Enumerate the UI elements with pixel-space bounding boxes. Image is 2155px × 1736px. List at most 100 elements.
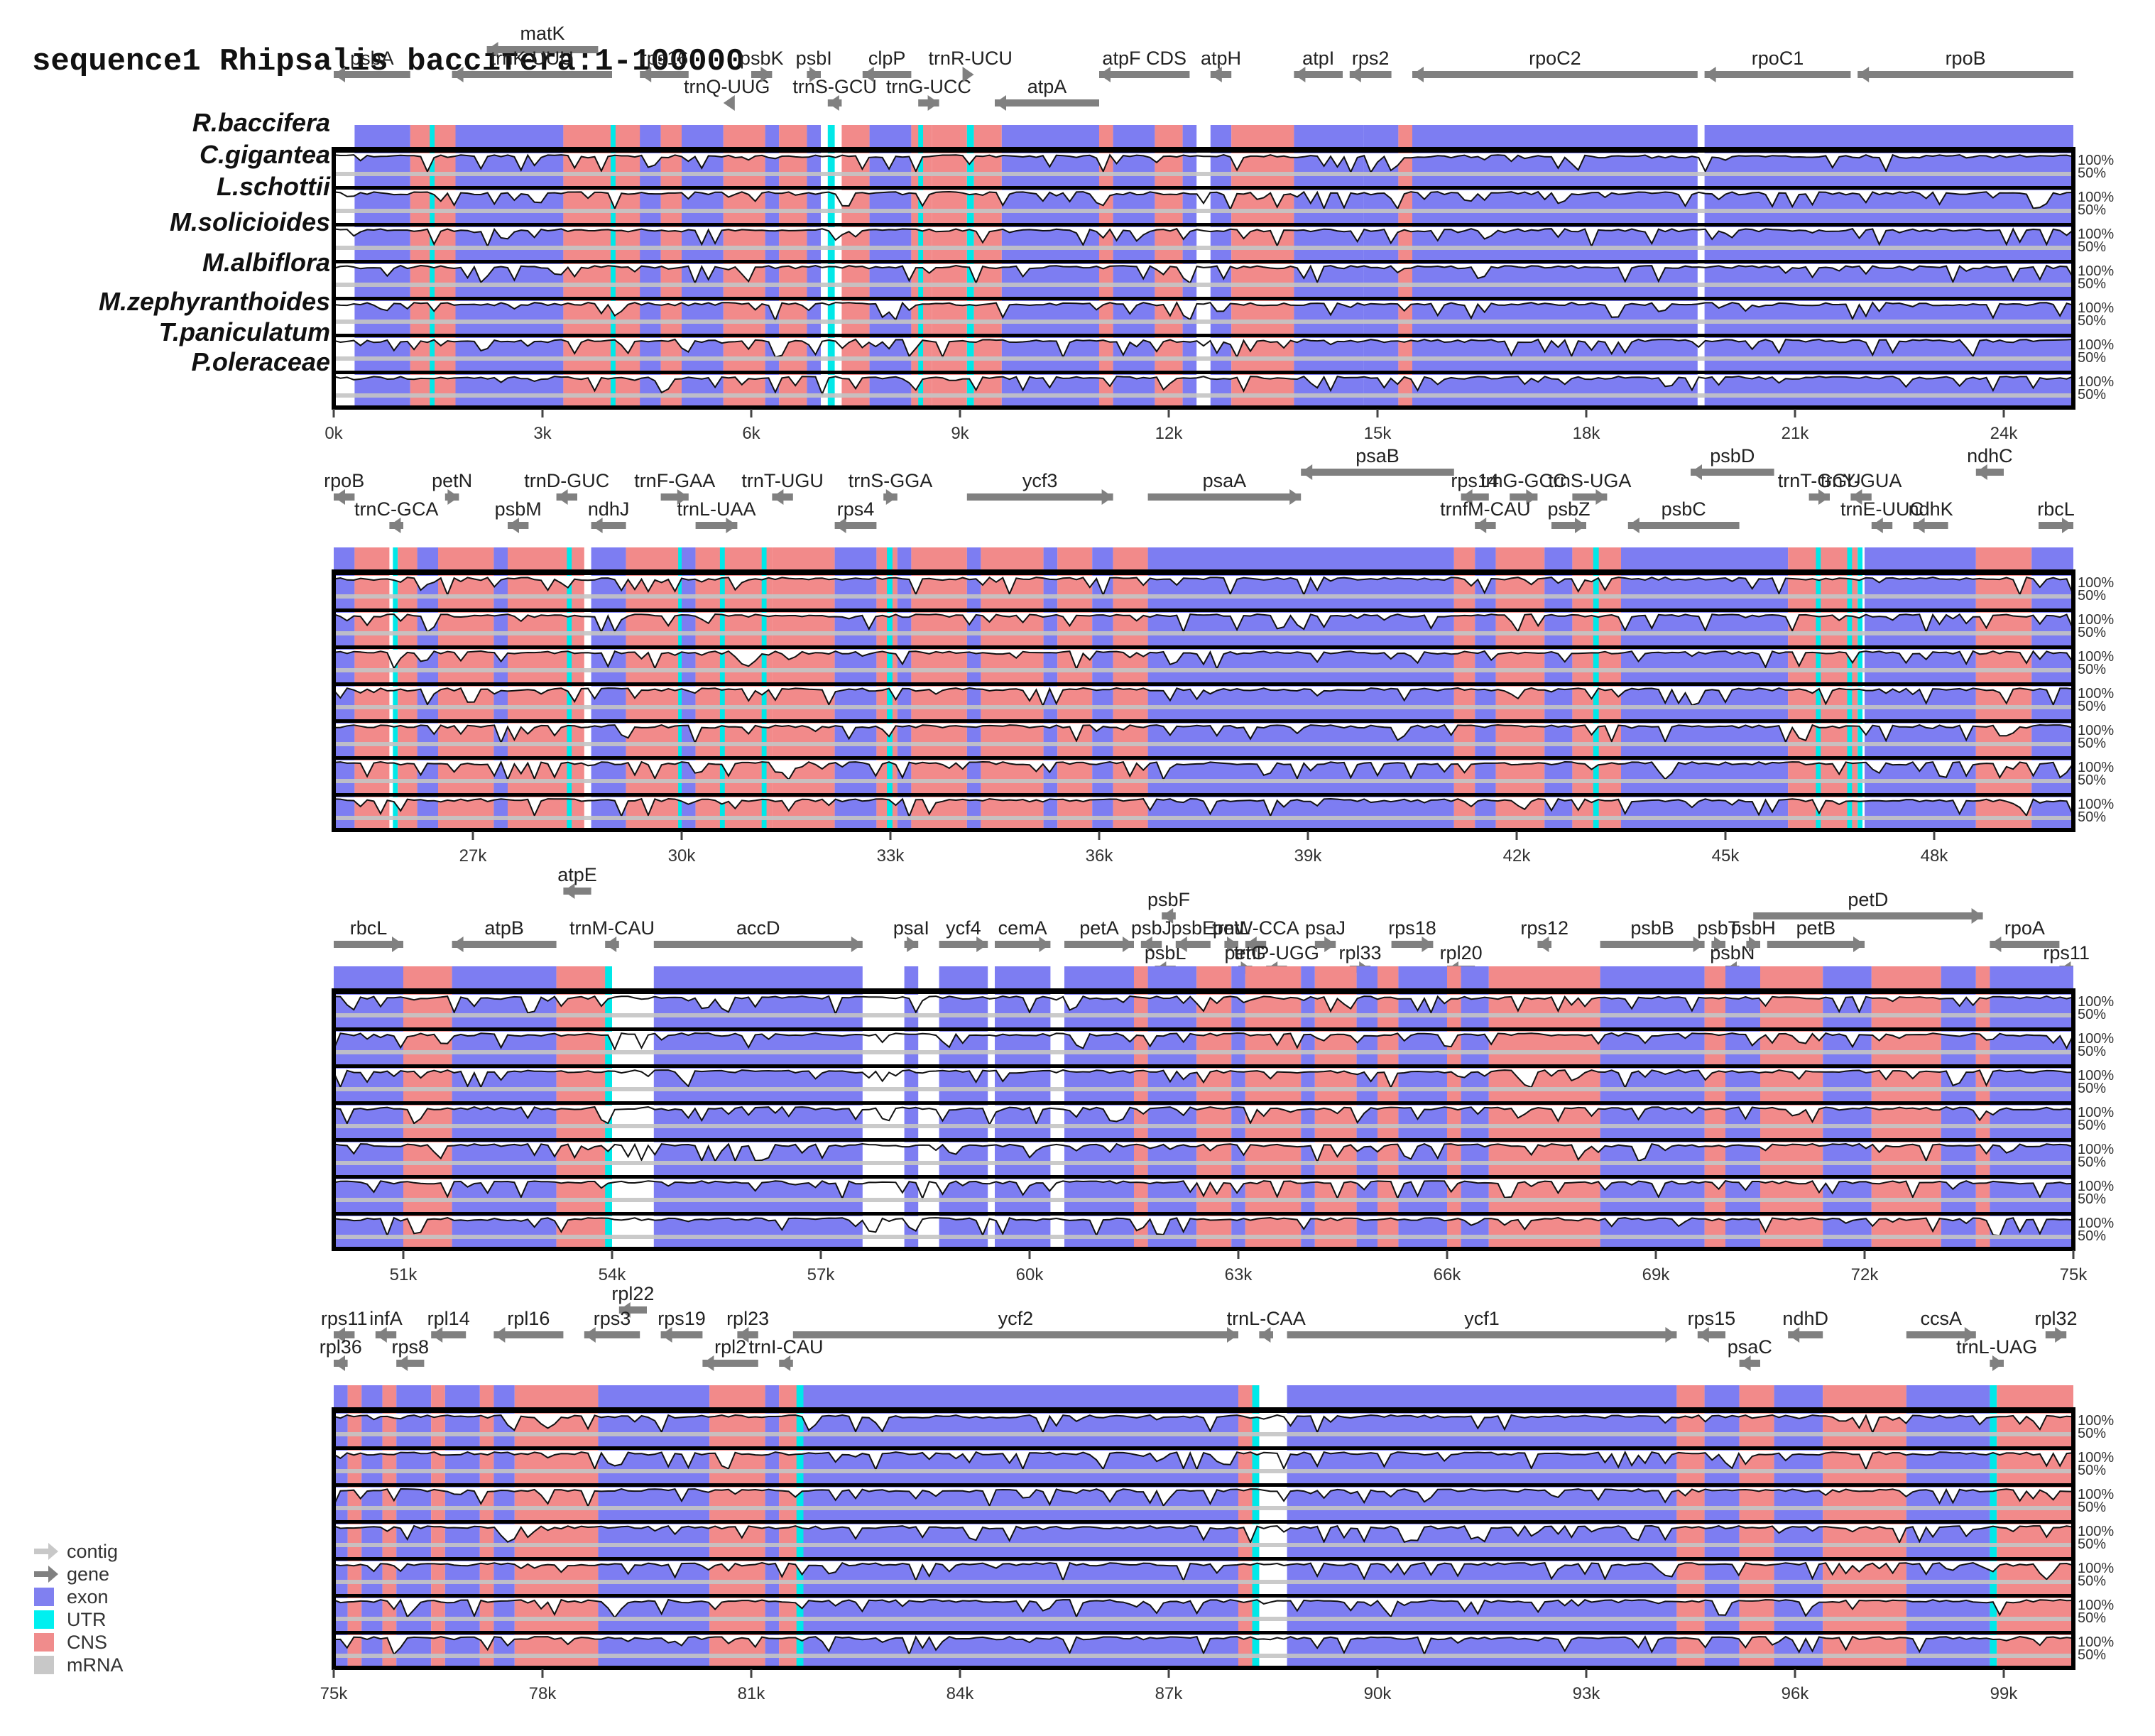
gene-petD: petD bbox=[1753, 889, 1983, 924]
pct-top-label: 100% bbox=[2078, 226, 2114, 242]
pct-top-label: 100% bbox=[2078, 190, 2114, 205]
pct-top-label: 100% bbox=[2078, 1179, 2114, 1194]
feature-cns bbox=[563, 125, 647, 149]
feature-column bbox=[1975, 990, 1990, 1249]
gene-ycf3: ycf3 bbox=[966, 470, 1113, 505]
feature-exon bbox=[1147, 547, 1454, 572]
feature-cns bbox=[1676, 1385, 1705, 1409]
feature-utr bbox=[918, 125, 924, 149]
feature-cns bbox=[1488, 966, 1600, 990]
pct-bottom-label: 50% bbox=[2078, 1463, 2106, 1478]
pct-top-label: 100% bbox=[2078, 374, 2114, 390]
feature-cns bbox=[1057, 547, 1093, 572]
pct-bottom-label: 50% bbox=[2078, 387, 2106, 403]
gene-label: trnD-GUC bbox=[524, 470, 609, 491]
pct-bottom-label: 50% bbox=[2078, 1007, 2106, 1022]
gene-label: rpl14 bbox=[427, 1308, 470, 1329]
x-tick-label: 33k bbox=[877, 846, 905, 866]
panel-frame bbox=[332, 569, 2075, 832]
gene-label: petA bbox=[1079, 917, 1119, 939]
gene-atpE: atpE bbox=[557, 864, 597, 899]
feature-exon bbox=[1294, 125, 1364, 149]
row-separator bbox=[334, 793, 2073, 797]
species-row: 100%50% bbox=[333, 1064, 2114, 1096]
contig-line bbox=[334, 631, 2073, 635]
species-row: 100%50% bbox=[333, 1212, 2114, 1244]
feature-exon bbox=[591, 547, 626, 572]
gene-atpF CDS: atpF CDS bbox=[1099, 48, 1190, 82]
feature-column bbox=[966, 572, 981, 830]
feature-exon bbox=[1043, 547, 1058, 572]
gene-label: atpE bbox=[557, 864, 597, 885]
feature-cns bbox=[438, 547, 494, 572]
feature-exon bbox=[1774, 1385, 1823, 1409]
species-row: 100%50% bbox=[333, 1101, 2114, 1133]
gene-label: psbE bbox=[1172, 917, 1216, 939]
feature-exon bbox=[939, 966, 988, 990]
contig-line bbox=[334, 1050, 2073, 1054]
x-tick-label: 78k bbox=[529, 1684, 557, 1703]
gene-label: ndhD bbox=[1782, 1308, 1828, 1329]
feature-column bbox=[479, 1409, 494, 1668]
x-tick-label: 87k bbox=[1155, 1684, 1184, 1703]
pct-bottom-label: 50% bbox=[2078, 1154, 2106, 1170]
feature-utr bbox=[827, 125, 835, 149]
gene-label: rpl33 bbox=[1338, 942, 1381, 963]
legend-item-mRNA: mRNA bbox=[34, 1654, 124, 1676]
gene-psbI: psbI bbox=[796, 48, 832, 82]
gene-label: rpl32 bbox=[2034, 1308, 2077, 1329]
feature-cns bbox=[1823, 1385, 1906, 1409]
gene-ndhD: ndhD bbox=[1782, 1308, 1828, 1343]
x-tick-label: 54k bbox=[599, 1265, 627, 1284]
feature-exon bbox=[1941, 966, 1976, 990]
x-tick-label: 51k bbox=[390, 1265, 418, 1284]
contig-line bbox=[334, 1506, 2073, 1510]
feature-utr bbox=[567, 547, 572, 572]
pct-bottom-label: 50% bbox=[2078, 662, 2106, 677]
contig-line bbox=[334, 172, 2073, 176]
row-separator bbox=[334, 1138, 2073, 1142]
conservation-curve bbox=[333, 797, 2074, 819]
contig-line bbox=[334, 1617, 2073, 1621]
gene-label: rpl20 bbox=[1440, 942, 1483, 963]
panel-1: psbA matK trnK-UUU rps16 trnQ-UUG psbK psbI trn… bbox=[324, 23, 2114, 443]
conservation-curve bbox=[333, 1561, 2074, 1583]
row-separator bbox=[334, 1520, 2073, 1524]
species-row: 100%50% bbox=[333, 608, 2114, 640]
feature-exon bbox=[1704, 125, 2073, 149]
pct-bottom-label: 50% bbox=[2078, 1044, 2106, 1059]
x-tick-label: 63k bbox=[1225, 1265, 1253, 1284]
species-row: 100%50% bbox=[333, 260, 2114, 292]
gene-label: psbZ bbox=[1547, 498, 1590, 520]
gene-label: trnF-GAA bbox=[634, 470, 715, 491]
species-row: 100%50% bbox=[333, 756, 2114, 788]
gene-petA: petA bbox=[1064, 917, 1134, 952]
row-separator bbox=[334, 334, 2073, 337]
gene-label: atpI bbox=[1302, 48, 1334, 69]
feature-cns bbox=[1871, 966, 1941, 990]
gene-label: atpB bbox=[484, 917, 524, 939]
feature-utr bbox=[1857, 547, 1863, 572]
feature-exon bbox=[1182, 125, 1197, 149]
feature-column bbox=[1593, 572, 1599, 830]
contig-line bbox=[334, 1013, 2073, 1017]
dip-area bbox=[334, 227, 2073, 246]
x-tick-label: 60k bbox=[1016, 1265, 1044, 1284]
species-row: 100%50% bbox=[333, 1557, 2114, 1589]
species-row: 100%50% bbox=[333, 223, 2114, 255]
feature-column bbox=[765, 1409, 780, 1668]
gene-label: psbJ bbox=[1131, 917, 1172, 939]
gene-label: trnK-UUU bbox=[491, 48, 574, 69]
feature-column bbox=[1847, 572, 1853, 830]
pct-bottom-label: 50% bbox=[2078, 699, 2106, 714]
species-row: 100%50% bbox=[333, 1483, 2114, 1515]
gene-atpI: atpI bbox=[1294, 48, 1343, 82]
feature-column bbox=[431, 1409, 445, 1668]
contig-line bbox=[334, 816, 2073, 820]
species-row: 100%50% bbox=[333, 1631, 2114, 1663]
gene-label: cemA bbox=[998, 917, 1047, 939]
feature-exon bbox=[1865, 547, 1976, 572]
gene-label: psaI bbox=[893, 917, 929, 939]
pct-bottom-label: 50% bbox=[2078, 239, 2106, 255]
